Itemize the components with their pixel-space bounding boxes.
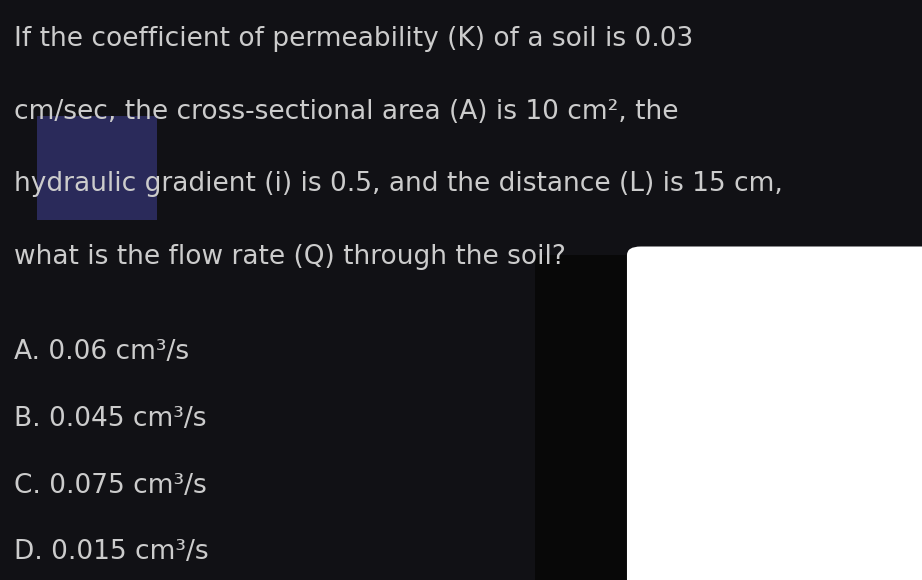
Text: C. 0.075 cm³/s: C. 0.075 cm³/s <box>14 473 207 499</box>
Text: what is the flow rate (Q) through the soil?: what is the flow rate (Q) through the so… <box>14 244 566 270</box>
Text: hydraulic gradient (i) is 0.5, and the distance (L) is 15 cm,: hydraulic gradient (i) is 0.5, and the d… <box>14 171 783 197</box>
Text: B. 0.045 cm³/s: B. 0.045 cm³/s <box>14 406 207 432</box>
Text: cm/sec, the cross-sectional area (A) is 10 cm², the: cm/sec, the cross-sectional area (A) is … <box>14 99 679 125</box>
Bar <box>535 255 922 580</box>
Text: D. 0.015 cm³/s: D. 0.015 cm³/s <box>14 539 208 565</box>
Bar <box>37 116 157 220</box>
FancyBboxPatch shape <box>627 246 922 580</box>
Text: If the coefficient of permeability (K) of a soil is 0.03: If the coefficient of permeability (K) o… <box>14 26 693 52</box>
Text: A. 0.06 cm³/s: A. 0.06 cm³/s <box>14 339 189 365</box>
